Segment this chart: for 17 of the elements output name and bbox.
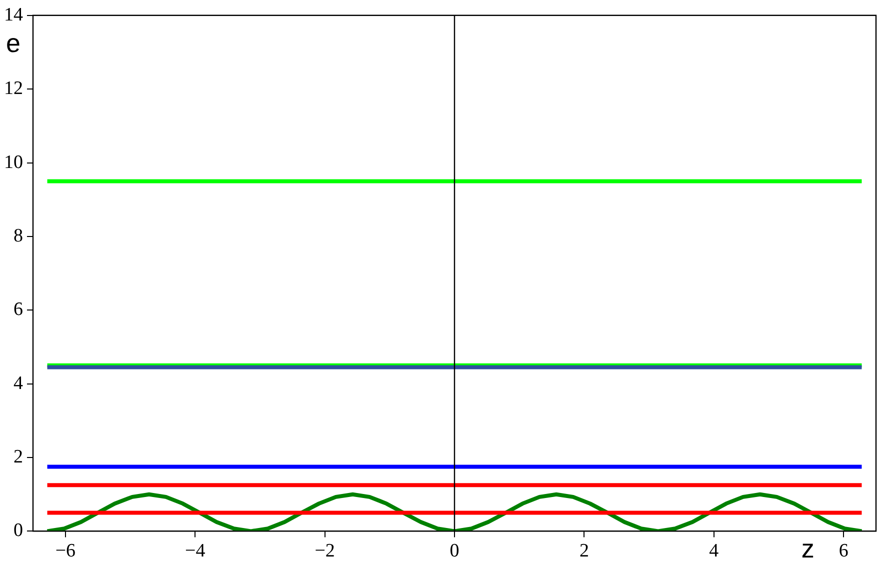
y-tick-label: 2: [14, 446, 23, 468]
x-tick-label: 6: [838, 540, 848, 562]
x-tick-label: 0: [450, 540, 460, 562]
y-tick-label: 4: [14, 372, 24, 394]
y-tick-label: 8: [14, 225, 23, 246]
x-tick-label: −6: [55, 540, 76, 562]
x-tick-label: −4: [185, 540, 206, 562]
y-tick-label: 12: [4, 78, 23, 100]
y-tick-label: 10: [4, 152, 23, 173]
x-tick-label: 4: [709, 540, 720, 562]
x-axis-title: z: [801, 533, 814, 564]
y-tick-label: 6: [14, 299, 23, 320]
y-axis-title: e: [6, 28, 20, 58]
x-tick-label: −2: [314, 540, 335, 562]
y-tick-label: 0: [14, 520, 23, 542]
x-tick-label: 2: [579, 540, 589, 562]
y-tick-label: 14: [4, 4, 24, 26]
